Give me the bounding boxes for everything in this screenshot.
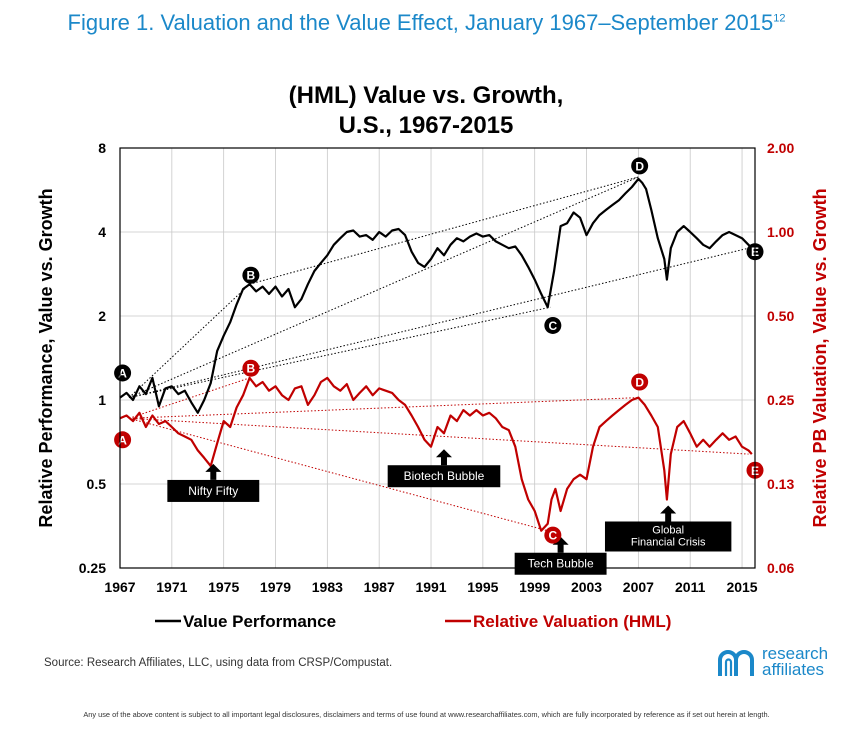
marker-label: B — [247, 269, 256, 283]
trend-lines — [128, 176, 749, 532]
trend-line — [128, 306, 551, 399]
left-tick-label: 8 — [98, 140, 106, 156]
trend-line — [128, 283, 250, 398]
marker-label: A — [118, 433, 127, 447]
trend-line — [128, 247, 749, 399]
annotation-box — [604, 521, 732, 552]
x-tick-label: 2007 — [623, 579, 654, 595]
legend-label: Value Performance — [183, 612, 336, 631]
annotation-arrow-icon — [660, 505, 677, 522]
marker-label: D — [635, 159, 644, 173]
x-tick-label: 1987 — [364, 579, 395, 595]
x-tick-label: 1971 — [156, 579, 187, 595]
y-axis-label-right: Relative PB Valuation, Value vs. Growth — [810, 188, 830, 527]
x-axis: 1967 1971 1975 1979 1983 1987 1991 1995 1999 2003… — [104, 579, 757, 595]
chart-title-line2: U.S., 1967-2015 — [339, 112, 514, 139]
marker-circle — [242, 266, 260, 284]
hml-chart: (HML) Value vs. Growth, U.S., 1967-2015 … — [36, 82, 830, 631]
marker-circle — [242, 359, 260, 377]
right-tick-label: 2.00 — [767, 140, 794, 156]
x-tick-label: 1991 — [415, 579, 446, 595]
marker-circle — [544, 316, 562, 334]
marker-circle — [631, 157, 649, 175]
left-tick-label: 2 — [98, 308, 106, 324]
logo-wordmark: research affiliates — [762, 644, 829, 679]
marker-label: A — [118, 366, 127, 380]
figure-title: Figure 1. Valuation and the Value Effect… — [0, 10, 853, 36]
series-lines — [119, 177, 753, 532]
x-tick-label: 2003 — [571, 579, 602, 595]
logo-word-research: research — [762, 644, 829, 663]
x-tick-label: 1979 — [260, 579, 291, 595]
logo-word-affiliates: affiliates — [762, 660, 825, 679]
trend-line — [129, 397, 639, 419]
right-tick-label: 0.25 — [767, 392, 794, 408]
left-tick-label: 0.5 — [87, 476, 107, 492]
left-tick-label: 0.25 — [79, 560, 106, 576]
x-tick-label: 1999 — [519, 579, 550, 595]
annotation-arrow-icon — [435, 449, 452, 466]
x-tick-label: 1967 — [104, 579, 135, 595]
source-note: Source: Research Affiliates, LLC, using … — [44, 657, 393, 669]
logo: research affiliates — [718, 644, 838, 684]
annotation-arrow-icon — [205, 463, 222, 480]
figure-title-text: Figure 1. Valuation and the Value Effect… — [67, 10, 774, 35]
trend-line — [249, 176, 639, 285]
x-tick-label: 1975 — [208, 579, 239, 595]
y-axis-label-left: Relative Performance, Value vs. Growth — [36, 188, 56, 527]
x-tick-label: 1995 — [467, 579, 498, 595]
trend-line — [128, 176, 639, 399]
left-axis: 0.25 0.5 1 2 4 8 — [79, 140, 106, 576]
annotation-label: Financial Crisis — [631, 536, 706, 548]
series-line — [119, 376, 753, 532]
annotations: Nifty Fifty Biotech Bubble Tech Bubble Glob… — [167, 449, 732, 575]
x-tick-label: 2015 — [726, 579, 757, 595]
right-tick-label: 0.13 — [767, 476, 794, 492]
marker-circle — [114, 431, 132, 449]
right-tick-label: 1.00 — [767, 224, 794, 240]
right-axis: 0.06 0.13 0.25 0.50 1.00 2.00 — [767, 140, 794, 576]
marker-circle — [114, 364, 132, 382]
series-line — [119, 177, 753, 414]
legal-disclaimer: Any use of the above content is subject … — [83, 710, 770, 719]
right-tick-label: 0.06 — [767, 560, 794, 576]
legend-label: Relative Valuation (HML) — [473, 612, 671, 631]
annotation-label: Tech Bubble — [528, 557, 594, 571]
annotation-box — [387, 465, 501, 488]
marker-label: C — [549, 319, 558, 333]
plot-frame — [119, 147, 756, 569]
figure-title-footnote: 12 — [773, 12, 786, 25]
chart-title-line1: (HML) Value vs. Growth, — [289, 82, 564, 109]
x-tick-label: 1983 — [312, 579, 343, 595]
right-tick-label: 0.50 — [767, 308, 794, 324]
annotation-label: Global — [652, 524, 684, 536]
annotation-label: Biotech Bubble — [404, 469, 485, 483]
research-affiliates-logo-mark-icon — [718, 650, 754, 676]
marker-label: B — [247, 362, 256, 376]
marker-label: D — [635, 376, 644, 390]
legend: Value Performance Relative Valuation (HML… — [155, 612, 671, 631]
x-tick-label: 2011 — [675, 579, 706, 595]
annotation-label: Nifty Fifty — [188, 484, 238, 498]
left-tick-label: 1 — [98, 392, 106, 408]
marker-circle — [544, 526, 562, 544]
marker-circle — [631, 373, 649, 391]
annotation-box — [514, 552, 607, 575]
trend-line — [128, 417, 548, 532]
marker-label: C — [549, 529, 558, 543]
annotation-box — [167, 479, 260, 502]
left-tick-label: 4 — [98, 224, 106, 240]
